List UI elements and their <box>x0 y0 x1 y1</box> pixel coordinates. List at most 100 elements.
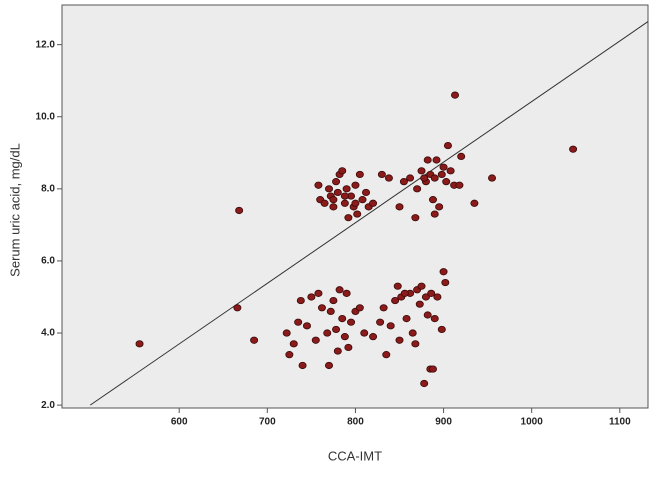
point <box>400 289 409 297</box>
point <box>428 365 437 373</box>
point <box>386 322 395 330</box>
point <box>376 318 385 326</box>
point <box>307 293 316 301</box>
point <box>411 340 420 348</box>
point <box>437 170 446 179</box>
point <box>379 304 388 312</box>
point <box>382 351 391 359</box>
point <box>233 304 242 312</box>
x-axis-title: CCA-IMT <box>328 448 382 463</box>
y-tick-label: 12.0 <box>36 39 56 50</box>
point <box>488 174 497 182</box>
point <box>413 185 422 193</box>
point <box>446 167 455 175</box>
point <box>569 145 578 153</box>
point <box>285 351 294 359</box>
point <box>441 278 450 287</box>
point <box>423 311 432 319</box>
point <box>311 336 320 344</box>
point <box>298 361 307 370</box>
point <box>428 196 437 204</box>
y-tick-label: 10.0 <box>36 111 56 122</box>
point <box>342 185 351 193</box>
point <box>439 268 448 276</box>
point <box>433 293 442 301</box>
point <box>329 196 338 204</box>
point <box>408 329 417 337</box>
point <box>417 167 426 175</box>
point <box>314 289 323 297</box>
point <box>420 379 429 388</box>
point <box>340 199 349 207</box>
point <box>384 174 393 182</box>
point <box>432 156 441 164</box>
point <box>393 282 402 290</box>
point <box>355 170 364 179</box>
point <box>296 296 305 305</box>
point <box>342 289 351 297</box>
point <box>430 315 439 323</box>
point <box>340 333 349 341</box>
point <box>439 163 448 171</box>
point <box>351 181 360 189</box>
y-tick-label: 2.0 <box>41 400 55 411</box>
point <box>411 214 420 222</box>
point <box>430 210 439 218</box>
point <box>289 340 298 348</box>
y-axis-title: Serum uric acid, mg/dL <box>7 143 22 277</box>
point <box>347 318 356 326</box>
point <box>420 174 429 182</box>
point <box>391 296 400 305</box>
point <box>435 203 444 211</box>
point <box>455 181 464 189</box>
point <box>317 304 326 312</box>
point <box>333 188 342 197</box>
point <box>430 174 439 182</box>
x-tick-label: 600 <box>171 417 188 428</box>
point <box>302 322 311 330</box>
y-tick-label: 8.0 <box>41 183 55 194</box>
point <box>417 282 426 290</box>
point <box>294 318 303 326</box>
point <box>362 188 371 197</box>
point <box>323 329 332 337</box>
point <box>377 170 386 179</box>
point <box>442 178 451 186</box>
point <box>333 347 342 355</box>
point <box>402 315 411 323</box>
point <box>329 203 338 211</box>
point <box>332 178 341 186</box>
y-tick-label: 4.0 <box>41 328 55 339</box>
point <box>338 167 347 175</box>
point <box>443 141 452 150</box>
point <box>351 199 360 207</box>
point <box>457 152 466 160</box>
point <box>332 325 341 334</box>
point <box>395 203 404 211</box>
point <box>470 199 479 207</box>
point <box>335 286 344 294</box>
x-tick-label: 900 <box>435 417 452 428</box>
point <box>360 329 369 337</box>
fit-line <box>89 21 649 406</box>
point <box>329 296 338 305</box>
point <box>344 343 353 352</box>
point <box>325 185 334 193</box>
point <box>235 206 244 215</box>
point <box>395 336 404 344</box>
x-tick-label: 1000 <box>521 417 544 428</box>
point <box>369 199 378 207</box>
point <box>338 315 347 323</box>
point <box>314 181 323 189</box>
point <box>355 304 364 312</box>
point <box>369 333 378 341</box>
point <box>451 91 460 99</box>
point <box>406 174 415 182</box>
point <box>325 361 334 370</box>
point <box>437 325 446 334</box>
point <box>427 289 436 297</box>
point <box>135 340 144 348</box>
point <box>353 210 362 218</box>
y-tick-label: 6.0 <box>41 256 55 267</box>
